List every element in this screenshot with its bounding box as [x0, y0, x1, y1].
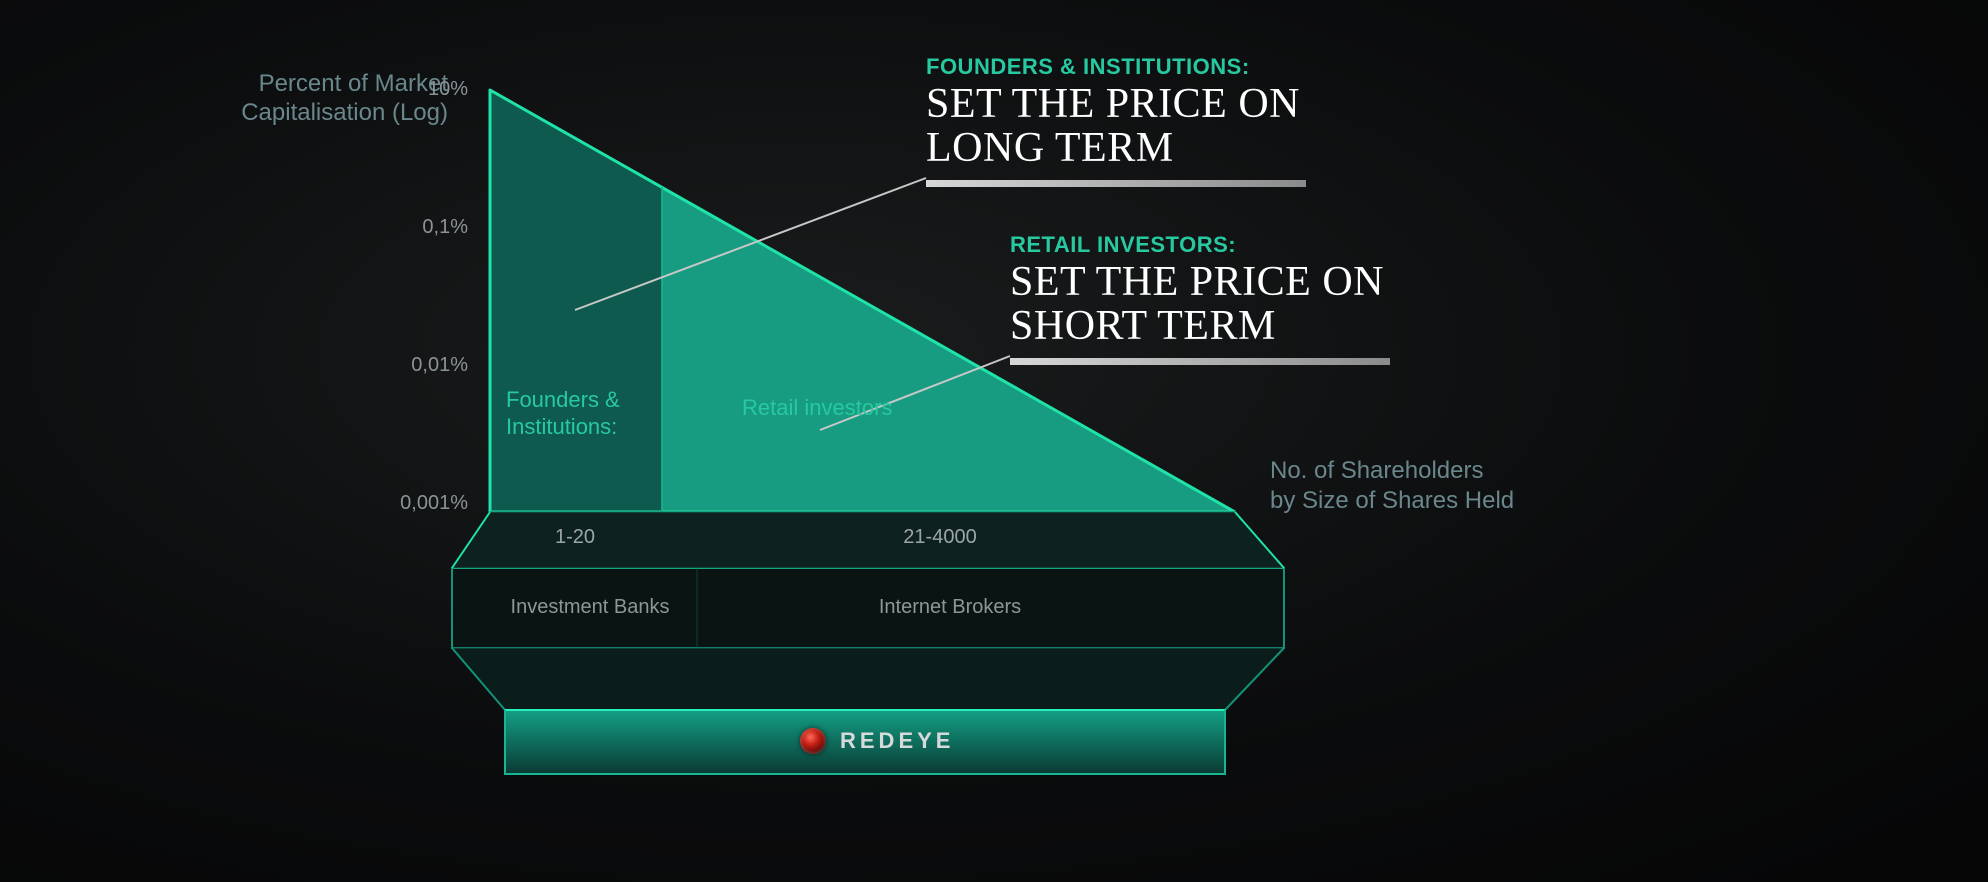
- callout-founders-subtitle: FOUNDERS & INSTITUTIONS:: [926, 54, 1446, 80]
- band-internet-brokers: Internet Brokers: [850, 596, 1050, 619]
- redeye-logo-icon: [800, 728, 826, 754]
- region-retail-label: Retail investors: [742, 394, 892, 422]
- callout-founders-rule: [926, 180, 1306, 187]
- x-axis-title: No. of Shareholders by Size of Shares He…: [1270, 456, 1530, 516]
- callout-founders: FOUNDERS & INSTITUTIONS: SET THE PRICE O…: [926, 54, 1446, 187]
- callout-retail-rule: [1010, 358, 1390, 365]
- callout-retail: RETAIL INVESTORS: SET THE PRICE ON SHORT…: [1010, 232, 1530, 365]
- ytick-1: 0,1%: [378, 216, 468, 239]
- ytick-3: 0,001%: [378, 492, 468, 515]
- callout-retail-subtitle: RETAIL INVESTORS:: [1010, 232, 1530, 258]
- callout-retail-headline: SET THE PRICE ON SHORT TERM: [1010, 260, 1530, 348]
- ytick-0: 10%: [378, 78, 468, 101]
- region-founders-label: Founders & Institutions:: [506, 358, 620, 441]
- xtick-1: 21-4000: [870, 526, 1010, 549]
- ytick-2: 0,01%: [378, 354, 468, 377]
- band-investment-banks: Investment Banks: [490, 596, 690, 619]
- region-founders-shape: [490, 90, 662, 512]
- callout-founders-headline: SET THE PRICE ON LONG TERM: [926, 82, 1446, 170]
- chart-stage: Percent of Market Capitalisation (Log) 1…: [0, 0, 1988, 882]
- xtick-0: 1-20: [530, 526, 620, 549]
- brand-label: REDEYE: [840, 728, 954, 754]
- brand-redeye: REDEYE: [800, 728, 954, 754]
